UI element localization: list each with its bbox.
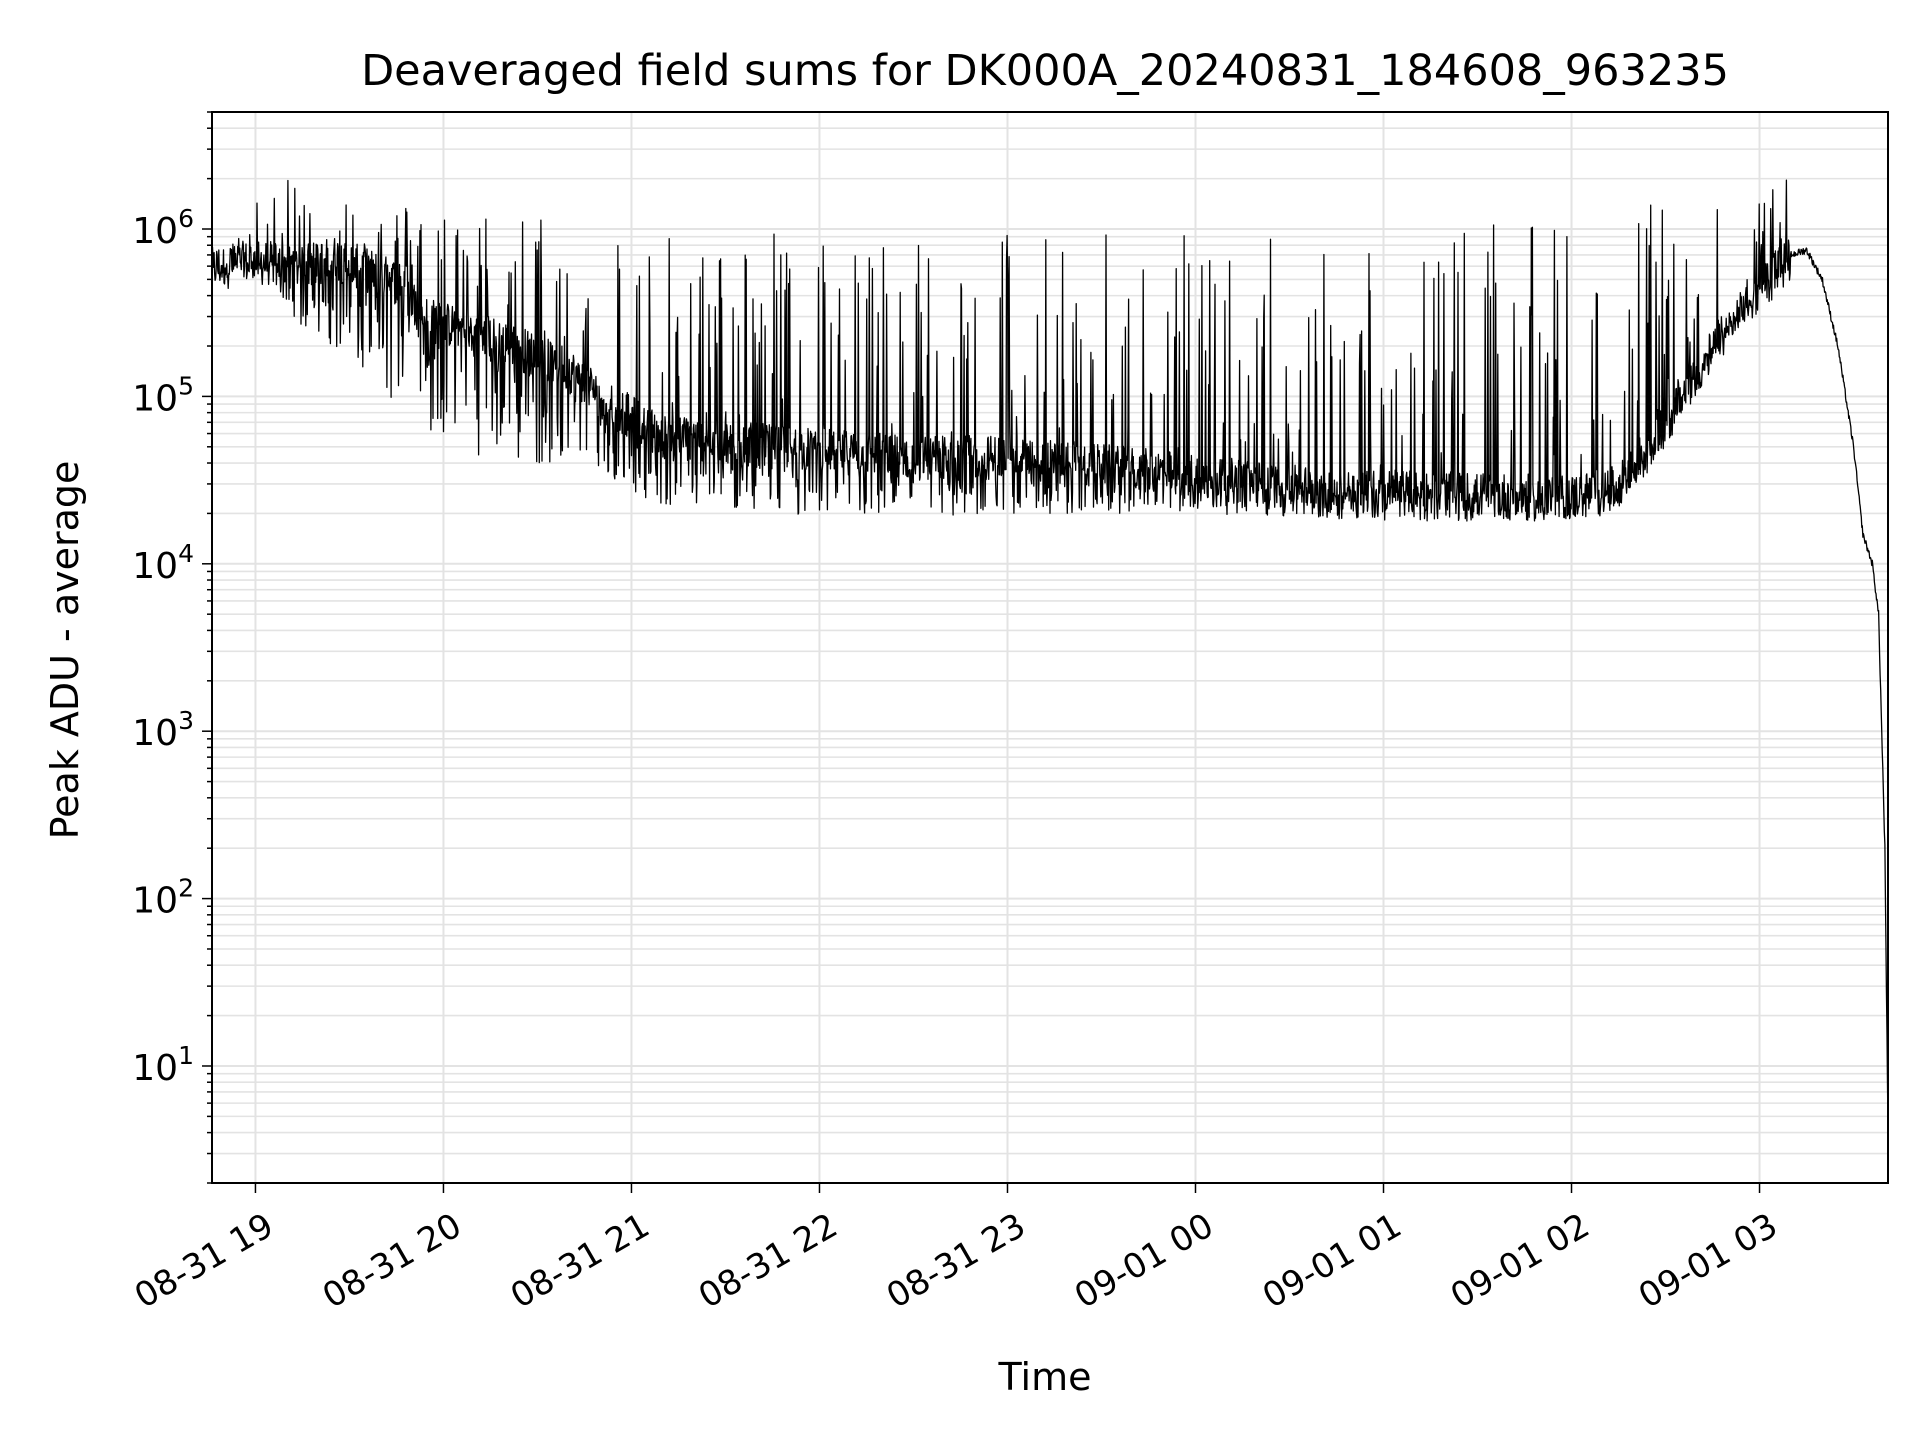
x-tick-label: 09-01 02: [1444, 1206, 1596, 1317]
x-axis-label: Time: [998, 1355, 1092, 1399]
y-axis-label: Peak ADU - average: [43, 461, 87, 840]
y-tick-label: 106: [132, 204, 194, 252]
grid: [212, 111, 1888, 1184]
y-tick-label: 104: [132, 539, 194, 587]
x-tick-label: 08-31 19: [128, 1206, 280, 1317]
x-tick-label: 09-01 01: [1256, 1206, 1408, 1317]
y-tick-label: 102: [132, 874, 194, 922]
y-tick-label: 105: [132, 371, 194, 419]
series-line-path: [211, 179, 1889, 1130]
y-tick-label: 103: [132, 706, 194, 754]
x-tick-label: 08-31 23: [880, 1206, 1032, 1317]
x-tick-label: 09-01 00: [1068, 1206, 1220, 1317]
x-tick-label: 08-31 20: [316, 1206, 468, 1317]
plot-frame: [211, 111, 1889, 1184]
y-tick-label: 101: [132, 1041, 194, 1089]
x-tick-label: 09-01 03: [1632, 1206, 1784, 1317]
chart-title: Deaveraged field sums for DK000A_2024083…: [361, 46, 1729, 96]
x-tick-label: 08-31 21: [504, 1206, 656, 1317]
series-line: [211, 179, 1889, 1130]
x-tick-label: 08-31 22: [692, 1206, 844, 1317]
